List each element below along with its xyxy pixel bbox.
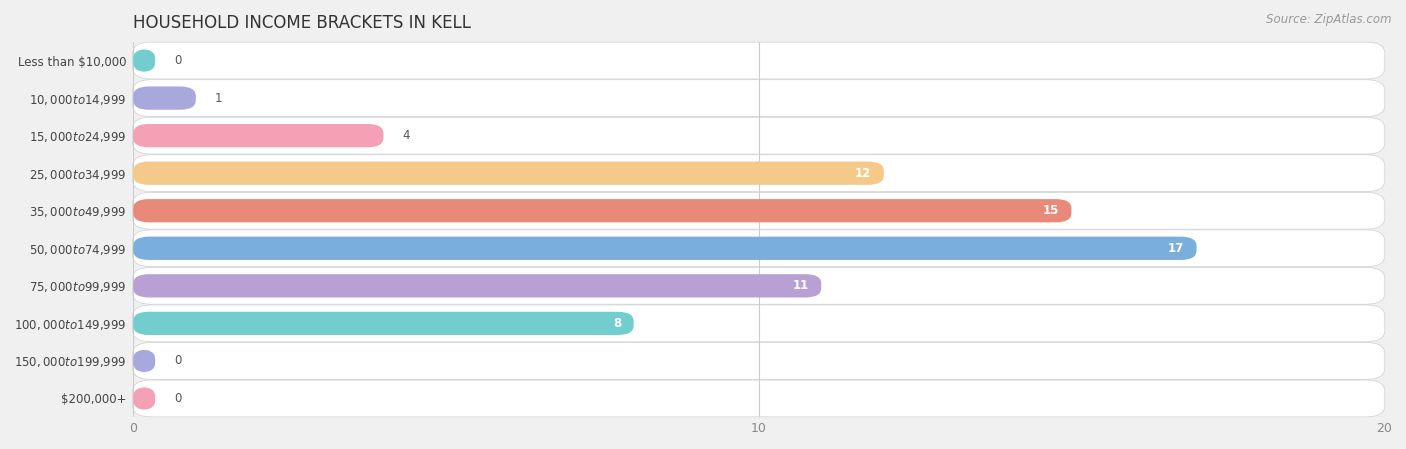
FancyBboxPatch shape xyxy=(132,192,1385,229)
FancyBboxPatch shape xyxy=(132,305,1385,342)
FancyBboxPatch shape xyxy=(134,124,384,147)
FancyBboxPatch shape xyxy=(134,87,195,110)
FancyBboxPatch shape xyxy=(134,199,1071,222)
Text: 17: 17 xyxy=(1168,242,1184,255)
FancyBboxPatch shape xyxy=(132,155,1385,192)
FancyBboxPatch shape xyxy=(134,237,1197,260)
FancyBboxPatch shape xyxy=(132,380,1385,417)
FancyBboxPatch shape xyxy=(132,42,1385,79)
Text: 0: 0 xyxy=(174,54,181,67)
Text: 0: 0 xyxy=(174,354,181,367)
FancyBboxPatch shape xyxy=(134,162,884,185)
FancyBboxPatch shape xyxy=(132,268,1385,304)
FancyBboxPatch shape xyxy=(134,274,821,298)
Text: 11: 11 xyxy=(793,279,808,292)
FancyBboxPatch shape xyxy=(132,230,1385,267)
Text: 4: 4 xyxy=(402,129,409,142)
Text: 8: 8 xyxy=(613,317,621,330)
FancyBboxPatch shape xyxy=(132,80,1385,116)
Text: 1: 1 xyxy=(215,92,222,105)
FancyBboxPatch shape xyxy=(134,312,634,335)
FancyBboxPatch shape xyxy=(132,343,1385,379)
Text: HOUSEHOLD INCOME BRACKETS IN KELL: HOUSEHOLD INCOME BRACKETS IN KELL xyxy=(134,14,471,32)
FancyBboxPatch shape xyxy=(134,49,155,72)
Text: 12: 12 xyxy=(855,167,872,180)
FancyBboxPatch shape xyxy=(134,387,155,410)
Text: 15: 15 xyxy=(1043,204,1059,217)
Text: Source: ZipAtlas.com: Source: ZipAtlas.com xyxy=(1267,13,1392,26)
FancyBboxPatch shape xyxy=(132,117,1385,154)
Text: 0: 0 xyxy=(174,392,181,405)
FancyBboxPatch shape xyxy=(134,349,155,373)
